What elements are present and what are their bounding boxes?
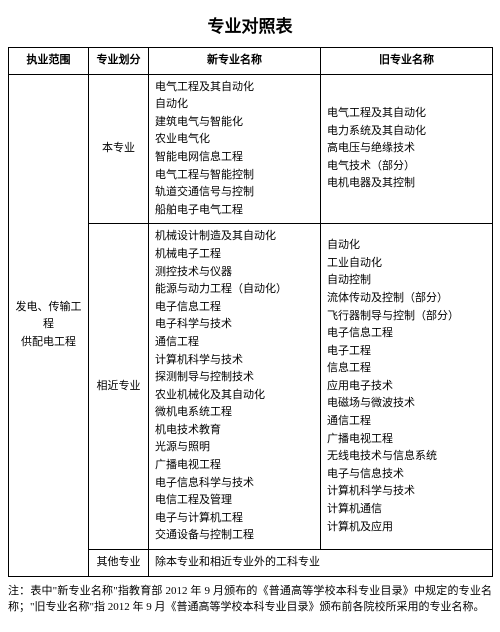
list-item: 计算机及应用: [327, 519, 486, 537]
list-item: 自动化: [155, 96, 314, 114]
list-item: 飞行器制导与控制（部分）: [327, 308, 486, 326]
list-item: 机械设计制造及其自动化: [155, 228, 314, 246]
list-item: 信息工程: [327, 360, 486, 378]
list-item: 电子信息工程: [155, 299, 314, 317]
table-header-row: 执业范围 专业划分 新专业名称 旧专业名称: [9, 48, 493, 75]
list-item: 流体传动及控制（部分）: [327, 290, 486, 308]
list-item: 测控技术与仪器: [155, 264, 314, 282]
list-item: 光源与照明: [155, 439, 314, 457]
list-item: 机电技术教育: [155, 422, 314, 440]
list-item: 电磁场与微波技术: [327, 395, 486, 413]
cell-old-list: 自动化工业自动化自动控制流体传动及控制（部分）飞行器制导与控制（部分）电子信息工…: [321, 224, 493, 550]
list-item: 建筑电气与智能化: [155, 114, 314, 132]
list-item: 电子与信息技术: [327, 466, 486, 484]
list-item: 电气工程及其自动化: [327, 105, 486, 123]
list-item: 电信工程及管理: [155, 492, 314, 510]
list-item: 电气技术（部分）: [327, 158, 486, 176]
list-item: 农业机械化及其自动化: [155, 387, 314, 405]
list-item: 电力系统及其自动化: [327, 123, 486, 141]
list-item: 能源与动力工程（自动化）: [155, 281, 314, 299]
list-item: 无线电技术与信息系统: [327, 448, 486, 466]
footnote: 注：表中"新专业名称"指教育部 2012 年 9 月颁布的《普通高等学校本科专业…: [8, 583, 492, 616]
list-item: 广播电视工程: [327, 431, 486, 449]
list-item: 电机电器及其控制: [327, 175, 486, 193]
list-item: 电气工程及其自动化: [155, 79, 314, 97]
list-item: 通信工程: [155, 334, 314, 352]
cell-division: 其他专业: [89, 550, 149, 577]
list-item: 通信工程: [327, 413, 486, 431]
list-item: 自动化: [327, 237, 486, 255]
header-old-name: 旧专业名称: [321, 48, 493, 75]
list-item: 工业自动化: [327, 255, 486, 273]
list-item: 轨道交通信号与控制: [155, 184, 314, 202]
cell-new-list: 机械设计制造及其自动化机械电子工程测控技术与仪器能源与动力工程（自动化）电子信息…: [149, 224, 321, 550]
list-item: 电子科学与技术: [155, 316, 314, 334]
cell-new-list: 电气工程及其自动化自动化建筑电气与智能化农业电气化智能电网信息工程电气工程与智能…: [149, 74, 321, 224]
list-item: 微机电系统工程: [155, 404, 314, 422]
list-item: 探测制导与控制技术: [155, 369, 314, 387]
list-item: 智能电网信息工程: [155, 149, 314, 167]
list-item: 交通设备与控制工程: [155, 527, 314, 545]
cell-old-list: 电气工程及其自动化电力系统及其自动化高电压与绝缘技术电气技术（部分）电机电器及其…: [321, 74, 493, 224]
major-table: 执业范围 专业划分 新专业名称 旧专业名称 发电、传输工程 供配电工程 本专业 …: [8, 47, 493, 577]
header-division: 专业划分: [89, 48, 149, 75]
list-item: 计算机科学与技术: [155, 352, 314, 370]
cell-other-merged: 除本专业和相近专业外的工科专业: [149, 550, 493, 577]
cell-division: 相近专业: [89, 224, 149, 550]
list-item: 机械电子工程: [155, 246, 314, 264]
list-item: 电子工程: [327, 343, 486, 361]
list-item: 电气工程与智能控制: [155, 167, 314, 185]
list-item: 电子与计算机工程: [155, 510, 314, 528]
list-item: 电子信息工程: [327, 325, 486, 343]
list-item: 船舶电子电气工程: [155, 202, 314, 220]
cell-scope: 发电、传输工程 供配电工程: [9, 74, 89, 576]
list-item: 应用电子技术: [327, 378, 486, 396]
list-item: 自动控制: [327, 272, 486, 290]
header-new-name: 新专业名称: [149, 48, 321, 75]
list-item: 广播电视工程: [155, 457, 314, 475]
list-item: 农业电气化: [155, 131, 314, 149]
page-title: 专业对照表: [8, 12, 492, 37]
list-item: 计算机通信: [327, 501, 486, 519]
list-item: 电子信息科学与技术: [155, 475, 314, 493]
list-item: 计算机科学与技术: [327, 483, 486, 501]
list-item: 高电压与绝缘技术: [327, 140, 486, 158]
table-row: 发电、传输工程 供配电工程 本专业 电气工程及其自动化自动化建筑电气与智能化农业…: [9, 74, 493, 224]
cell-division: 本专业: [89, 74, 149, 224]
header-scope: 执业范围: [9, 48, 89, 75]
